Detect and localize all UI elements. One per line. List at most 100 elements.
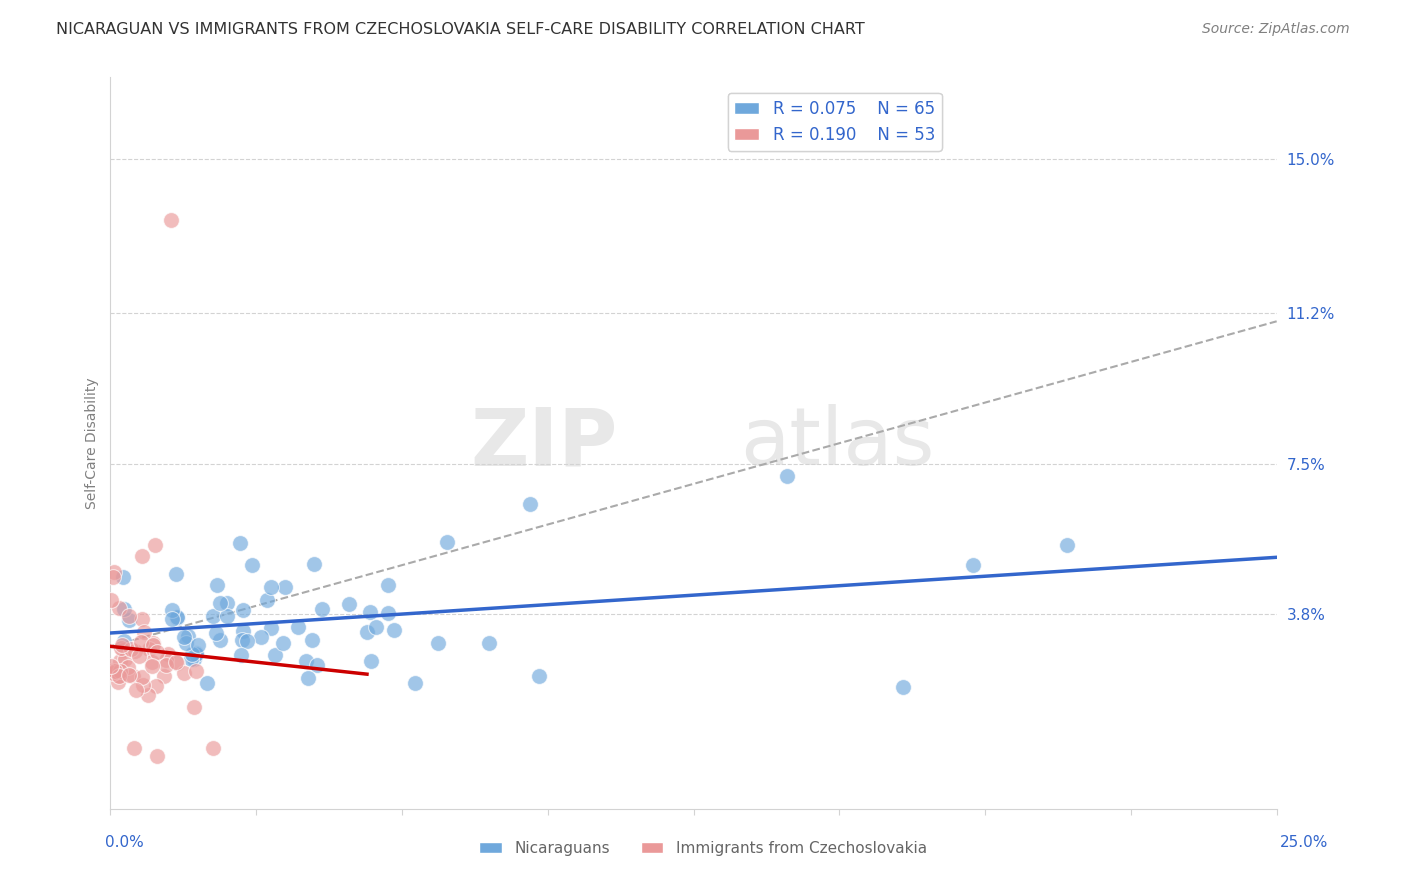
Point	[519, 497, 541, 511]
Point	[103, 565, 125, 579]
Point	[260, 621, 283, 635]
Point	[202, 741, 225, 756]
Point	[122, 669, 145, 683]
Point	[360, 654, 382, 668]
Point	[117, 659, 139, 673]
Point	[436, 535, 458, 549]
Point	[160, 603, 183, 617]
Point	[111, 638, 134, 652]
Point	[215, 608, 238, 623]
Point	[141, 655, 163, 669]
Point	[181, 647, 204, 661]
Point	[146, 644, 169, 658]
Point	[527, 669, 550, 683]
Point	[110, 641, 132, 656]
Point	[301, 632, 323, 647]
Point	[103, 666, 125, 681]
Point	[166, 611, 188, 625]
Point	[382, 623, 405, 637]
Point	[142, 636, 165, 650]
Point	[264, 648, 287, 663]
Point	[337, 597, 360, 611]
Point	[776, 468, 799, 483]
Point	[131, 670, 153, 684]
Point	[294, 654, 316, 668]
Point	[103, 663, 125, 677]
Point	[183, 700, 205, 714]
Point	[114, 652, 136, 666]
Point	[100, 659, 122, 673]
Point	[229, 535, 252, 549]
Point	[132, 624, 155, 639]
Point	[304, 558, 326, 572]
Point	[1056, 538, 1078, 552]
Point	[142, 639, 165, 653]
Point	[166, 609, 188, 624]
Point	[271, 636, 294, 650]
Point	[160, 212, 183, 227]
Point	[229, 648, 252, 662]
Point	[364, 620, 387, 634]
Point	[215, 596, 238, 610]
Point	[184, 665, 207, 679]
Point	[174, 636, 197, 650]
Text: 0.0%: 0.0%	[105, 836, 145, 850]
Point	[184, 647, 207, 661]
Point	[155, 653, 177, 667]
Point	[311, 602, 333, 616]
Point	[138, 641, 160, 656]
Point	[146, 749, 169, 764]
Point	[165, 655, 187, 669]
Point	[112, 570, 135, 584]
Point	[145, 679, 167, 693]
Point	[143, 538, 166, 552]
Point	[962, 558, 984, 573]
Point	[197, 676, 219, 690]
Point	[250, 630, 273, 644]
Point	[155, 657, 177, 672]
Point	[165, 566, 187, 581]
Point	[131, 549, 153, 563]
Legend: Nicaraguans, Immigrants from Czechoslovakia: Nicaraguans, Immigrants from Czechoslova…	[472, 835, 934, 862]
Point	[297, 671, 319, 685]
Point	[108, 654, 131, 668]
Point	[183, 652, 205, 666]
Point	[177, 629, 200, 643]
Point	[120, 642, 142, 657]
Point	[893, 680, 915, 694]
Point	[236, 634, 259, 648]
Point	[136, 688, 159, 702]
Point	[208, 633, 231, 648]
Point	[122, 741, 145, 756]
Point	[256, 592, 278, 607]
Point	[124, 644, 146, 658]
Point	[157, 647, 180, 661]
Point	[108, 664, 131, 678]
Point	[187, 638, 209, 652]
Text: Source: ZipAtlas.com: Source: ZipAtlas.com	[1202, 22, 1350, 37]
Point	[307, 658, 329, 673]
Point	[207, 578, 229, 592]
Point	[160, 612, 183, 626]
Point	[141, 658, 163, 673]
Y-axis label: Self-Care Disability: Self-Care Disability	[86, 377, 100, 509]
Point	[377, 607, 399, 621]
Point	[231, 632, 253, 647]
Point	[118, 609, 141, 624]
Point	[356, 625, 378, 640]
Point	[166, 656, 188, 670]
Point	[231, 624, 253, 638]
Point	[202, 608, 225, 623]
Point	[478, 636, 501, 650]
Point	[404, 676, 426, 690]
Point	[260, 580, 283, 594]
Point	[204, 625, 226, 640]
Text: atlas: atlas	[740, 404, 935, 483]
Text: NICARAGUAN VS IMMIGRANTS FROM CZECHOSLOVAKIA SELF-CARE DISABILITY CORRELATION CH: NICARAGUAN VS IMMIGRANTS FROM CZECHOSLOV…	[56, 22, 865, 37]
Point	[208, 596, 231, 610]
Point	[359, 605, 381, 619]
Point	[232, 603, 254, 617]
Text: ZIP: ZIP	[471, 404, 617, 483]
Point	[131, 612, 153, 626]
Point	[173, 631, 195, 645]
